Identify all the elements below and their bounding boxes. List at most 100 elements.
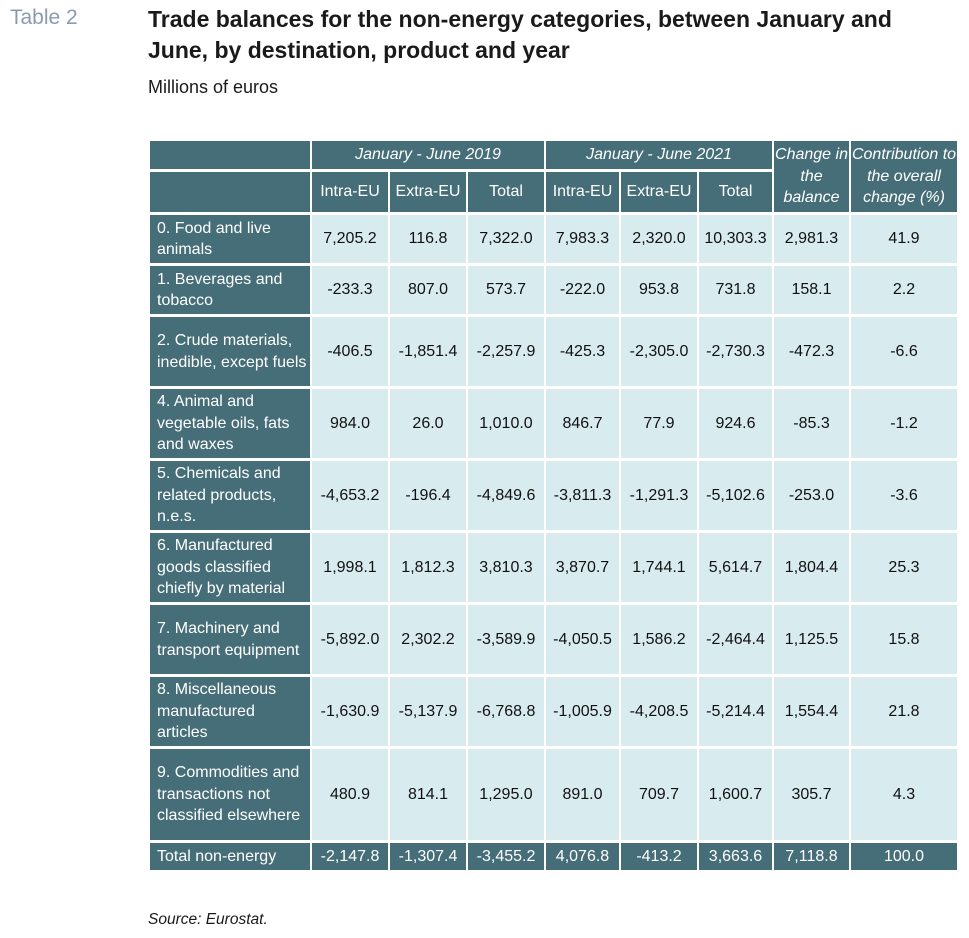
table-cell: 731.8 <box>699 266 772 314</box>
table-cell: 15.8 <box>851 605 957 674</box>
header-contribution: Contribution to the overall change (%) <box>851 141 957 212</box>
row-label: 9. Commodities and transactions not clas… <box>150 749 310 840</box>
table-cell: -4,208.5 <box>621 677 697 746</box>
table-cell: -2,305.0 <box>621 317 697 386</box>
total-row: Total non-energy -2,147.8 -1,307.4 -3,455.2… <box>150 843 957 870</box>
table-cell: 7,983.3 <box>546 215 619 263</box>
table-row: 2. Crude materials, inedible, except fue… <box>150 317 957 386</box>
table-cell: 1,998.1 <box>312 533 388 602</box>
table-cell: 3,870.7 <box>546 533 619 602</box>
header-blank-top <box>150 141 310 169</box>
table-cell: -6.6 <box>851 317 957 386</box>
table-cell: 116.8 <box>390 215 466 263</box>
table-cell: 480.9 <box>312 749 388 840</box>
trade-balance-table: January - June 2019 January - June 2021 … <box>148 138 959 873</box>
table-cell: -2,730.3 <box>699 317 772 386</box>
total-cell: -413.2 <box>621 843 697 870</box>
table-cell: 2,320.0 <box>621 215 697 263</box>
row-label: 2. Crude materials, inedible, except fue… <box>150 317 310 386</box>
table-cell: 924.6 <box>699 389 772 458</box>
header-intra-eu-2021: Intra-EU <box>546 172 619 212</box>
table-cell: 891.0 <box>546 749 619 840</box>
header-period-2019: January - June 2019 <box>312 141 544 169</box>
table-cell: 10,303.3 <box>699 215 772 263</box>
table-cell: 1,804.4 <box>774 533 849 602</box>
table-cell: 77.9 <box>621 389 697 458</box>
row-label: 0. Food and live animals <box>150 215 310 263</box>
table-cell: 1,600.7 <box>699 749 772 840</box>
header-extra-eu-2019: Extra-EU <box>390 172 466 212</box>
table-cell: 5,614.7 <box>699 533 772 602</box>
table-cell: -2,257.9 <box>468 317 544 386</box>
table-row: 5. Chemicals and related products, n.e.s… <box>150 461 957 530</box>
table-body: 0. Food and live animals 7,205.2 116.8 7,32… <box>150 215 957 870</box>
table-cell: -1,005.9 <box>546 677 619 746</box>
table-cell: -6,768.8 <box>468 677 544 746</box>
table-cell: -233.3 <box>312 266 388 314</box>
table-cell: -253.0 <box>774 461 849 530</box>
table-cell: 573.7 <box>468 266 544 314</box>
table-cell: -1,851.4 <box>390 317 466 386</box>
table-cell: 1,744.1 <box>621 533 697 602</box>
table-cell: 1,010.0 <box>468 389 544 458</box>
table-cell: 984.0 <box>312 389 388 458</box>
table-row: 7. Machinery and transport equipment -5,8… <box>150 605 957 674</box>
table-cell: 953.8 <box>621 266 697 314</box>
table-cell: 41.9 <box>851 215 957 263</box>
table-cell: -406.5 <box>312 317 388 386</box>
table-cell: -1,291.3 <box>621 461 697 530</box>
table-cell: -3,589.9 <box>468 605 544 674</box>
row-label: 5. Chemicals and related products, n.e.s… <box>150 461 310 530</box>
row-label: 4. Animal and vegetable oils, fats and w… <box>150 389 310 458</box>
table-row: 4. Animal and vegetable oils, fats and w… <box>150 389 957 458</box>
table-cell: 3,810.3 <box>468 533 544 602</box>
table-cell: 1,125.5 <box>774 605 849 674</box>
table-cell: -5,892.0 <box>312 605 388 674</box>
table-cell: 25.3 <box>851 533 957 602</box>
table-cell: 2,302.2 <box>390 605 466 674</box>
table-cell: -1,630.9 <box>312 677 388 746</box>
total-cell: 7,118.8 <box>774 843 849 870</box>
header-extra-eu-2021: Extra-EU <box>621 172 697 212</box>
table-cell: 2,981.3 <box>774 215 849 263</box>
total-cell: 100.0 <box>851 843 957 870</box>
table-cell: -196.4 <box>390 461 466 530</box>
table-cell: -4,849.6 <box>468 461 544 530</box>
table-cell: 7,205.2 <box>312 215 388 263</box>
table-row: 8. Miscellaneous manufactured articles -1… <box>150 677 957 746</box>
table-cell: -1.2 <box>851 389 957 458</box>
table-cell: 1,812.3 <box>390 533 466 602</box>
total-row-label: Total non-energy <box>150 843 310 870</box>
table-cell: 807.0 <box>390 266 466 314</box>
table-cell: -5,102.6 <box>699 461 772 530</box>
table-cell: 4.3 <box>851 749 957 840</box>
table-cell: -425.3 <box>546 317 619 386</box>
header-intra-eu-2019: Intra-EU <box>312 172 388 212</box>
table-cell: 26.0 <box>390 389 466 458</box>
table-cell: -4,653.2 <box>312 461 388 530</box>
table-cell: 2.2 <box>851 266 957 314</box>
total-cell: -1,307.4 <box>390 843 466 870</box>
table-cell: 846.7 <box>546 389 619 458</box>
table-cell: -472.3 <box>774 317 849 386</box>
table-cell: 814.1 <box>390 749 466 840</box>
table-cell: 7,322.0 <box>468 215 544 263</box>
table-cell: -3,811.3 <box>546 461 619 530</box>
total-cell: -2,147.8 <box>312 843 388 870</box>
table-cell: 1,554.4 <box>774 677 849 746</box>
table-row: 1. Beverages and tobacco -233.3 807.0 573.7… <box>150 266 957 314</box>
table-title: Trade balances for the non-energy catego… <box>148 6 892 63</box>
table-cell: 1,295.0 <box>468 749 544 840</box>
header-period-2021: January - June 2021 <box>546 141 772 169</box>
table-cell: -5,137.9 <box>390 677 466 746</box>
total-cell: 3,663.6 <box>699 843 772 870</box>
row-label: 8. Miscellaneous manufactured articles <box>150 677 310 746</box>
header-total-2019: Total <box>468 172 544 212</box>
table-cell: -5,214.4 <box>699 677 772 746</box>
header-blank-sub <box>150 172 310 212</box>
row-label: 1. Beverages and tobacco <box>150 266 310 314</box>
table-cell: -2,464.4 <box>699 605 772 674</box>
source-note: Source: Eurostat. <box>148 911 268 928</box>
table-cell: 305.7 <box>774 749 849 840</box>
table-cell: -85.3 <box>774 389 849 458</box>
